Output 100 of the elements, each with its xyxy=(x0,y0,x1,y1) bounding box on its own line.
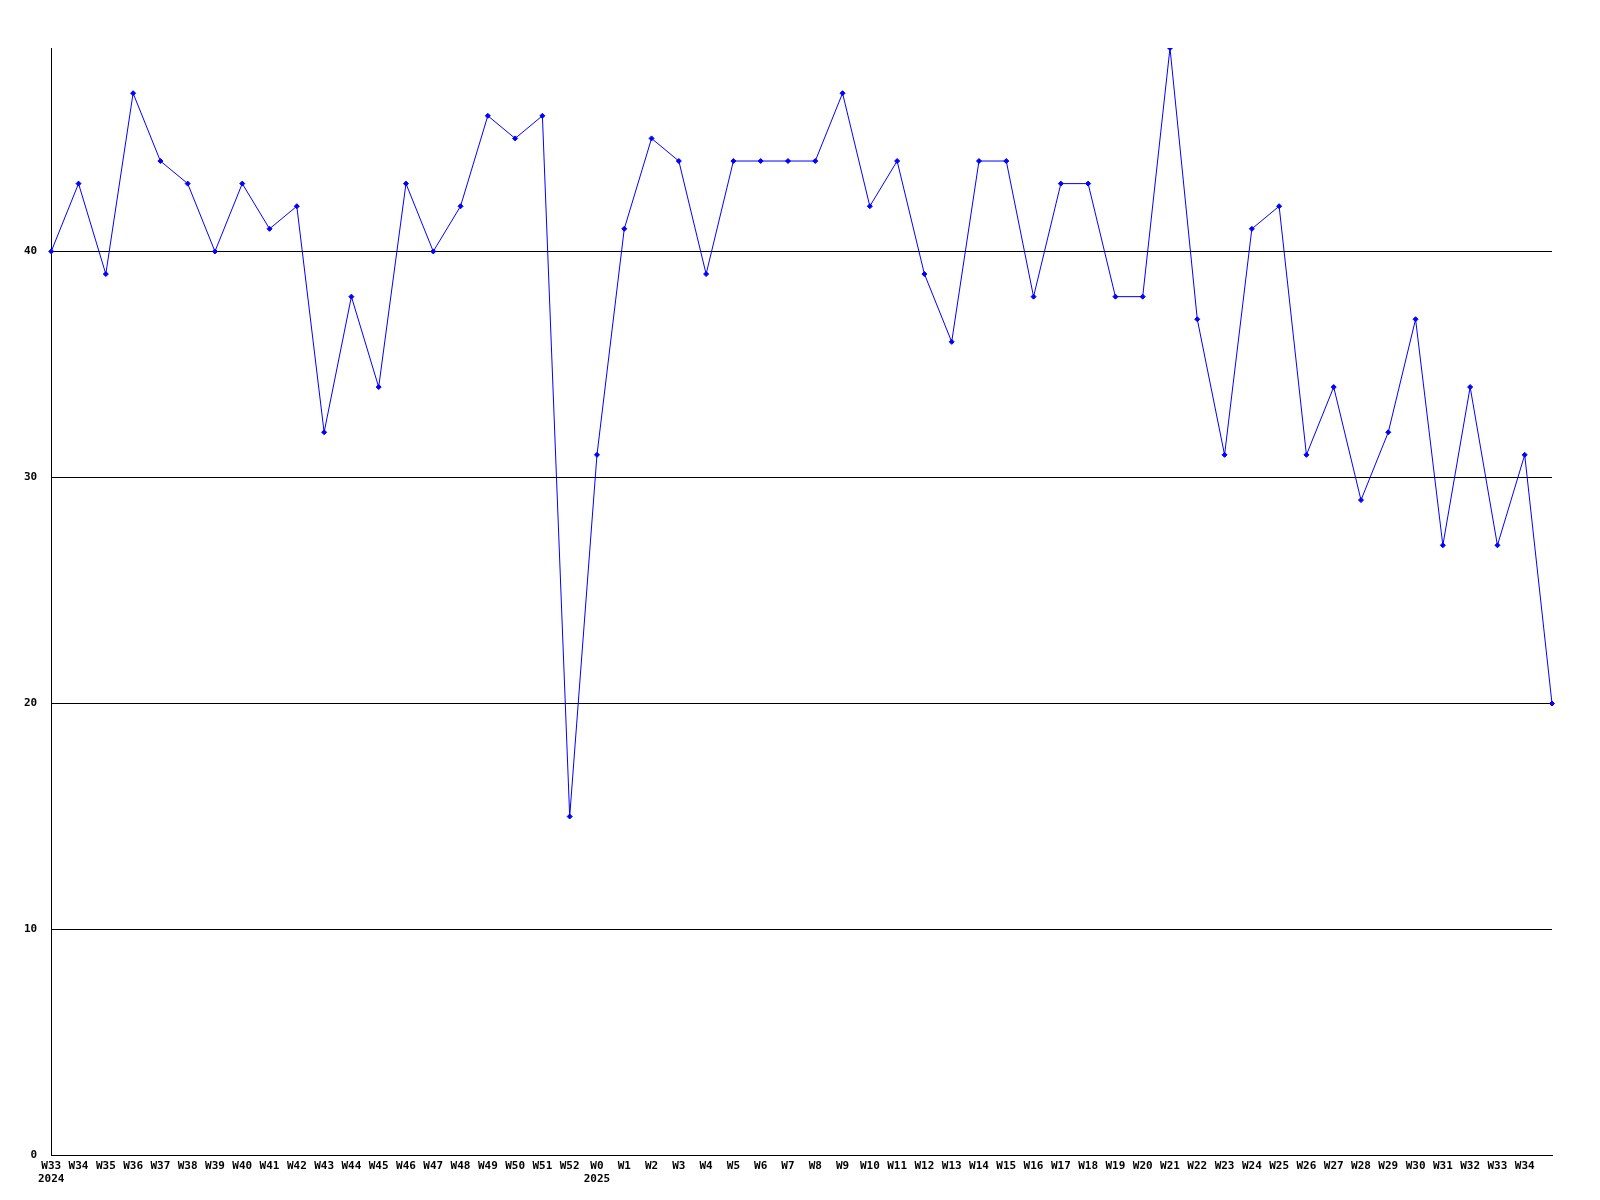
y-tick-label: 40 xyxy=(24,244,38,258)
x-tick-label: W48 xyxy=(450,1159,471,1173)
x-tick-label: W39 xyxy=(205,1159,225,1173)
point xyxy=(948,338,955,345)
point xyxy=(730,158,737,165)
point xyxy=(894,158,901,165)
x-tick-label: W52 xyxy=(559,1159,580,1173)
x-tick-label: W40 xyxy=(232,1159,253,1173)
x-tick-label: W6 xyxy=(754,1159,768,1173)
point xyxy=(757,158,764,165)
x-tick-label: W2 xyxy=(644,1159,659,1173)
y-tick-label: 10 xyxy=(24,922,38,936)
point xyxy=(512,135,519,142)
point xyxy=(675,158,682,165)
point xyxy=(375,384,382,391)
point xyxy=(1194,316,1201,323)
x-tick-label: W16 xyxy=(1023,1159,1044,1173)
point xyxy=(1330,384,1337,391)
x-tick-label: W27 xyxy=(1323,1159,1344,1173)
y-tick-label: 20 xyxy=(24,696,38,710)
x-tick-label: W26 xyxy=(1296,1159,1317,1173)
point xyxy=(157,158,164,165)
point xyxy=(484,112,491,119)
x-tick-label: W15 xyxy=(996,1159,1017,1173)
point xyxy=(239,180,246,187)
point xyxy=(621,225,628,232)
y-tick-label: 30 xyxy=(24,470,38,484)
point xyxy=(1112,293,1119,300)
x-tick-label: W0 2025 xyxy=(583,1159,611,1186)
x-tick-label: W50 xyxy=(505,1159,526,1173)
point xyxy=(1085,180,1092,187)
point xyxy=(1003,158,1010,165)
x-tick-label: W7 xyxy=(781,1159,795,1173)
x-tick-label: W45 xyxy=(368,1159,389,1173)
point xyxy=(430,248,437,255)
point xyxy=(866,203,873,210)
point xyxy=(1385,429,1392,436)
point xyxy=(566,813,573,820)
x-tick-label: W43 xyxy=(314,1159,335,1173)
x-tick-label: W49 xyxy=(477,1159,498,1173)
point xyxy=(348,293,355,300)
x-tick-label: W22 xyxy=(1187,1159,1208,1173)
x-tick-label: W19 xyxy=(1105,1159,1126,1173)
x-tick-label: W31 xyxy=(1432,1159,1454,1173)
x-tick-label: W17 xyxy=(1050,1159,1071,1173)
y-tick-label: 0 xyxy=(30,1148,38,1162)
point xyxy=(1030,293,1037,300)
x-tick-label: W30 xyxy=(1405,1159,1426,1173)
point xyxy=(1494,542,1501,549)
point xyxy=(1467,384,1474,391)
point xyxy=(593,451,600,458)
x-tick-label: W24 xyxy=(1241,1159,1263,1173)
point xyxy=(266,225,273,232)
x-tick-label: W13 xyxy=(941,1159,962,1173)
point xyxy=(130,90,137,97)
point xyxy=(211,248,218,255)
x-tick-label: W35 xyxy=(95,1159,116,1173)
x-tick-label: W9 xyxy=(835,1159,850,1173)
x-tick-label: W10 xyxy=(859,1159,880,1173)
x-tick-label: W29 xyxy=(1378,1159,1399,1173)
point xyxy=(921,271,928,278)
point xyxy=(975,158,982,165)
x-tick-label: W4 xyxy=(699,1159,714,1173)
x-tick-label: W41 xyxy=(259,1159,280,1173)
point xyxy=(1221,451,1228,458)
x-tick-label: W21 xyxy=(1160,1159,1181,1173)
point xyxy=(703,271,710,278)
point xyxy=(1549,700,1555,707)
point xyxy=(402,180,409,187)
x-tick-label: W34 xyxy=(1514,1159,1536,1173)
x-tick-label: W51 xyxy=(532,1159,553,1173)
point xyxy=(1303,451,1310,458)
point xyxy=(184,180,191,187)
x-tick-label: W34 xyxy=(68,1159,89,1173)
x-tick-label: W46 xyxy=(396,1159,417,1173)
point xyxy=(1521,451,1528,458)
point xyxy=(1057,180,1064,187)
x-tick-label: W11 xyxy=(887,1159,908,1173)
x-tick-label: W3 xyxy=(672,1159,686,1173)
point xyxy=(812,158,819,165)
x-tick-label: W47 xyxy=(423,1159,444,1173)
point xyxy=(1358,497,1364,504)
x-tick-label: W42 xyxy=(286,1159,307,1173)
point xyxy=(1248,225,1255,232)
point xyxy=(1439,542,1446,549)
x-tick-label: W33 2024 xyxy=(38,1159,65,1186)
x-tick-label: W36 xyxy=(123,1159,144,1173)
x-tick-label: W38 xyxy=(177,1159,198,1173)
x-tick-label: W37 xyxy=(150,1159,171,1173)
x-tick-label: W18 xyxy=(1078,1159,1099,1173)
point xyxy=(839,90,846,97)
point xyxy=(75,180,82,187)
x-tick-label: W44 xyxy=(341,1159,362,1173)
point xyxy=(321,429,328,436)
x-tick-label: W1 xyxy=(617,1159,632,1173)
x-tick-label: W12 xyxy=(914,1159,935,1173)
x-tick-label: W28 xyxy=(1351,1159,1371,1173)
x-tick-label: W14 xyxy=(969,1159,990,1173)
point xyxy=(457,203,464,210)
point xyxy=(102,271,109,278)
